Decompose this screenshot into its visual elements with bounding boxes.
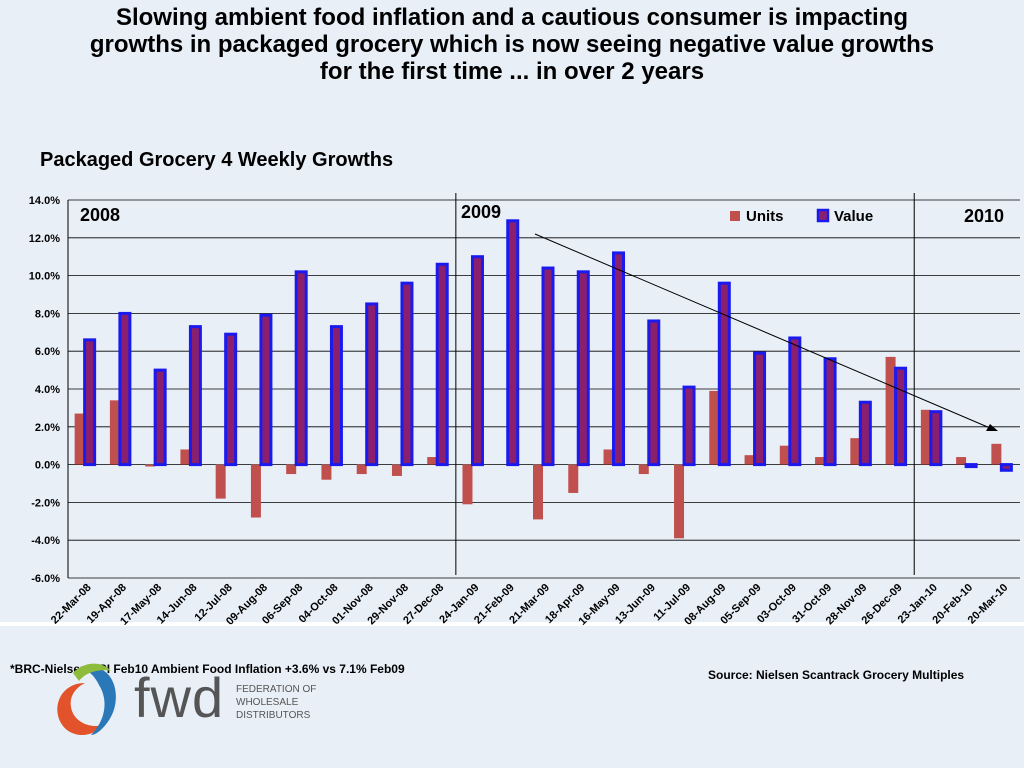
value-bar (929, 410, 943, 467)
units-bar (815, 457, 826, 465)
chart-title: Packaged Grocery 4 Weekly Growths (40, 149, 394, 171)
units-bar (850, 438, 861, 465)
legend-value-swatch (816, 208, 830, 223)
logo-wordmark: fwd (134, 666, 225, 729)
units-bar (744, 455, 755, 465)
legend-units-swatch (730, 211, 740, 221)
y-tick-label: 6.0% (35, 346, 60, 358)
y-tick-label: 14.0% (29, 195, 60, 207)
fwd-logo-icon (57, 663, 116, 736)
legend-box (718, 201, 890, 235)
headline-line-2: growths in packaged grocery which is now… (89, 31, 935, 58)
units-bar (391, 464, 402, 476)
y-tick-label: -4.0% (31, 535, 60, 547)
value-bar (612, 251, 626, 467)
units-bar (920, 409, 931, 465)
logo-sub-line: FEDERATION OF (236, 684, 317, 695)
units-bar (74, 413, 85, 465)
trend-arrow-line (534, 233, 991, 429)
units-bar (427, 457, 438, 465)
headline-line-1: Slowing ambient food inflation and a cau… (115, 4, 909, 31)
units-bar (956, 457, 967, 465)
value-bar (294, 270, 308, 467)
units-bar (109, 400, 120, 465)
value-bar (329, 325, 343, 467)
units-bar (779, 445, 790, 465)
legend-units-label: Units (746, 208, 784, 225)
units-bar (462, 464, 473, 505)
value-bar (259, 313, 273, 467)
units-bar (356, 464, 367, 475)
logo-sub-line: WHOLESALE (236, 697, 299, 708)
value-bar (435, 262, 449, 467)
y-tick-label: 0.0% (35, 460, 60, 472)
units-bar (533, 464, 543, 520)
value-bar (788, 336, 802, 467)
slide-bottom-area (0, 626, 1024, 768)
value-bar (118, 311, 132, 467)
value-bar (153, 368, 167, 467)
y-tick-label: 2.0% (35, 422, 60, 434)
units-bar (885, 356, 896, 465)
headline-line-3: for the first time ... in over 2 years (319, 58, 705, 85)
units-bar (180, 449, 191, 465)
value-bar (576, 270, 590, 467)
slide-headline: Slowing ambient food inflation and a cau… (0, 4, 1024, 85)
units-bar (674, 464, 685, 539)
units-bar (321, 464, 332, 480)
value-bar (470, 255, 484, 467)
trend-arrow-head (986, 424, 998, 431)
value-bar (647, 319, 661, 467)
value-bar (753, 351, 767, 467)
value-bar (894, 366, 908, 467)
value-bar (400, 281, 414, 467)
value-bar (823, 357, 837, 467)
units-bar (709, 390, 720, 465)
y-tick-label: 10.0% (29, 271, 60, 283)
legend-value-label: Value (834, 208, 873, 225)
logo-sub-line: DISTRIBUTORS (236, 710, 311, 721)
units-bar (145, 464, 156, 467)
value-bar (83, 338, 97, 467)
y-tick-label: 4.0% (35, 384, 60, 396)
y-tick-label: -6.0% (31, 573, 60, 585)
units-bar (568, 464, 579, 493)
value-bar (224, 332, 238, 467)
y-tick-label: 12.0% (29, 233, 60, 245)
units-bar (286, 464, 297, 475)
value-bar (188, 325, 202, 467)
logo-subtitle: FEDERATION OF WHOLESALE DISTRIBUTORS (236, 683, 316, 722)
units-bar (215, 464, 226, 499)
value-bar (541, 266, 555, 467)
value-bar (365, 302, 379, 467)
year-label-2009: 2009 (461, 202, 501, 222)
slide-divider (0, 622, 1024, 626)
units-bar (250, 464, 261, 518)
value-bar (999, 463, 1013, 472)
units-bar (603, 449, 614, 465)
value-bar (506, 219, 520, 467)
value-bar (964, 463, 978, 469)
y-tick-label: -2.0% (31, 497, 60, 509)
value-bar (717, 281, 731, 467)
value-bar (858, 400, 872, 467)
year-label-2008: 2008 (80, 205, 120, 225)
year-label-2010: 2010 (964, 206, 1004, 226)
source-note: Source: Nielsen Scantrack Grocery Multip… (708, 668, 965, 682)
y-tick-label: 8.0% (35, 308, 60, 320)
value-bar (682, 385, 696, 467)
grocery-growth-chart: 14.0% 12.0% 10.0% 8.0% 6.0% 4.0% 2.0% 0.0% -2.0%… (29, 193, 1020, 625)
units-bar (991, 443, 1002, 465)
inflation-footnote: *BRC-Nielsen SPI Feb10 Ambient Food Infl… (10, 662, 405, 676)
units-bar (638, 464, 649, 475)
